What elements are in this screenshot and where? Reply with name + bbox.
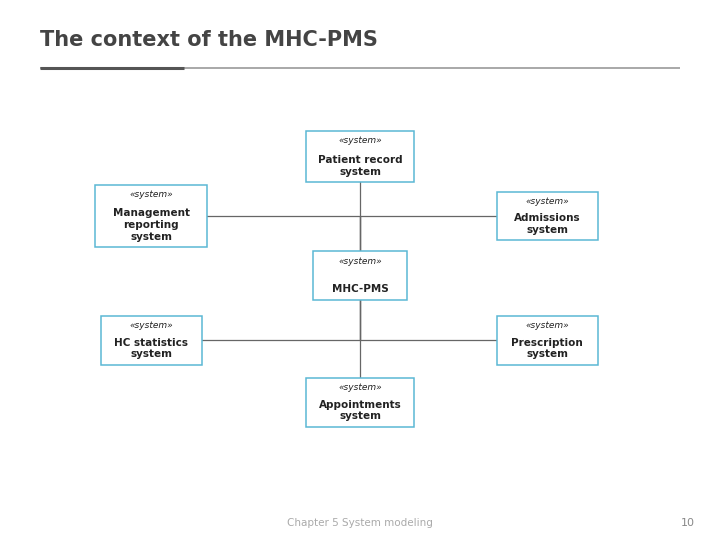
Text: Appointments
system: Appointments system (319, 400, 401, 421)
Text: 10: 10 (681, 518, 695, 528)
Text: Admissions
system: Admissions system (514, 213, 580, 235)
Text: Chapter 5 System modeling: Chapter 5 System modeling (287, 518, 433, 528)
FancyBboxPatch shape (306, 131, 414, 183)
Text: HC statistics
system: HC statistics system (114, 338, 188, 359)
Text: Patient record
system: Patient record system (318, 156, 402, 177)
FancyBboxPatch shape (101, 316, 202, 364)
Text: «system»: «system» (338, 383, 382, 393)
Text: Prescription
system: Prescription system (511, 338, 583, 359)
Text: «system»: «system» (338, 137, 382, 145)
FancyBboxPatch shape (497, 192, 598, 240)
Text: «system»: «system» (130, 321, 173, 330)
Text: «system»: «system» (526, 321, 569, 330)
FancyBboxPatch shape (497, 316, 598, 364)
Text: «system»: «system» (526, 197, 569, 206)
FancyBboxPatch shape (95, 185, 207, 247)
Text: Management
reporting
system: Management reporting system (113, 208, 189, 241)
Text: «system»: «system» (130, 191, 173, 199)
Text: «system»: «system» (338, 256, 382, 266)
Text: MHC-PMS: MHC-PMS (332, 284, 388, 294)
FancyBboxPatch shape (306, 378, 414, 427)
Text: The context of the MHC-PMS: The context of the MHC-PMS (40, 30, 377, 50)
FancyBboxPatch shape (313, 251, 407, 300)
